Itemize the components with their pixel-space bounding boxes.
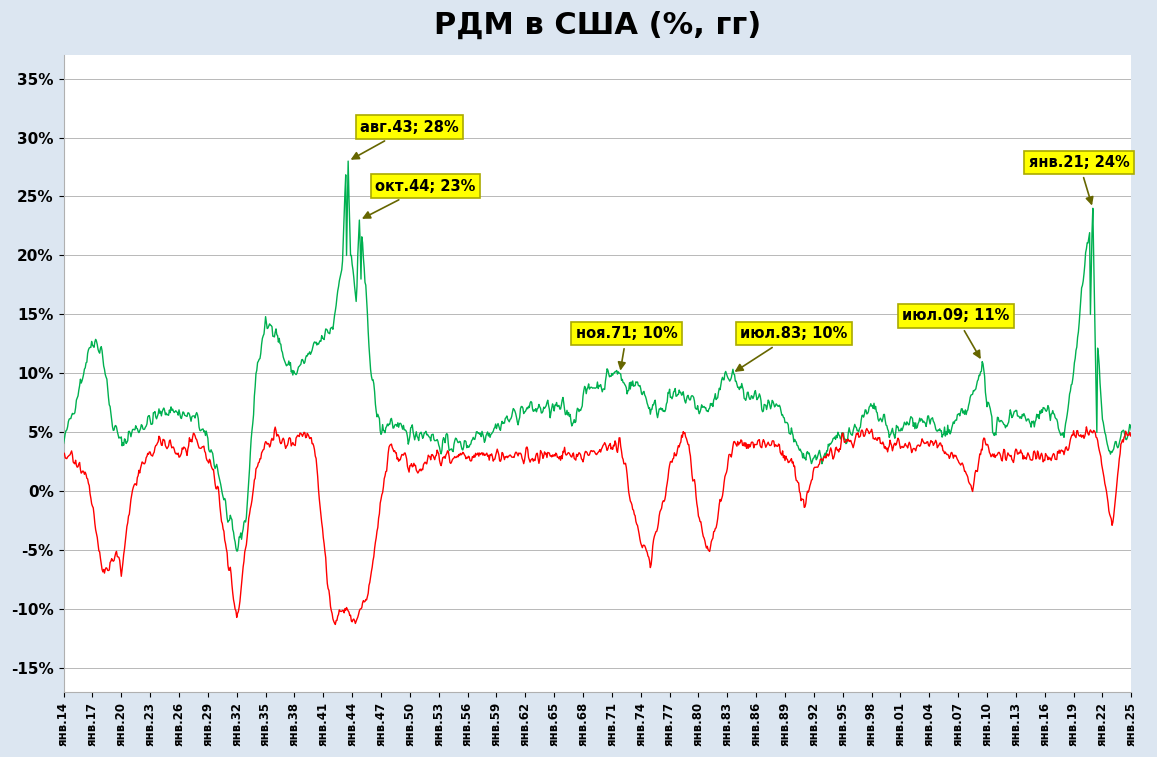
Text: окт.44; 23%: окт.44; 23%	[363, 179, 476, 218]
Text: июл.83; 10%: июл.83; 10%	[736, 326, 848, 371]
Text: янв.21; 24%: янв.21; 24%	[1029, 155, 1129, 204]
Text: ноя.71; 10%: ноя.71; 10%	[576, 326, 678, 369]
Text: июл.09; 11%: июл.09; 11%	[902, 308, 1009, 357]
Title: РДМ в США (%, гг): РДМ в США (%, гг)	[434, 11, 761, 40]
Text: авг.43; 28%: авг.43; 28%	[352, 120, 459, 159]
